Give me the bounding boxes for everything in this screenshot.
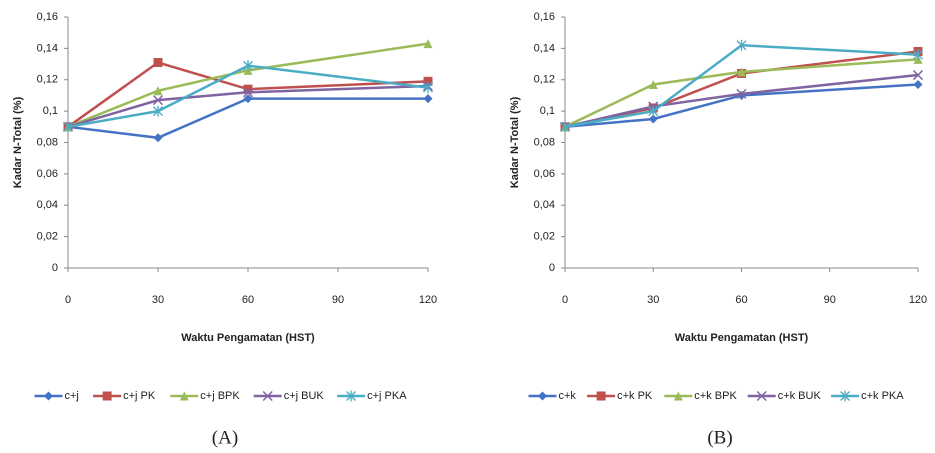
y-tick-label: 0,04 xyxy=(534,199,555,211)
marker xyxy=(243,94,253,104)
marker xyxy=(560,121,570,133)
series-line xyxy=(564,43,919,129)
marker xyxy=(179,391,189,401)
y-tick-label: 0,02 xyxy=(37,231,58,243)
legend-label: c+k PK xyxy=(617,390,653,402)
marker xyxy=(243,84,253,94)
y-tick-label: 0,16 xyxy=(534,11,555,23)
marker xyxy=(913,79,923,89)
marker xyxy=(346,390,357,402)
marker xyxy=(648,114,658,124)
y-tick-label: 0,1 xyxy=(540,105,555,117)
marker xyxy=(736,39,747,51)
marker xyxy=(44,391,53,401)
marker xyxy=(153,86,163,96)
legend-label: c+j BPK xyxy=(200,390,240,402)
y-axis-label: Kadar N-Total (%) xyxy=(509,96,521,188)
legend-label: c+j xyxy=(65,390,79,402)
x-tick-label: 120 xyxy=(909,294,927,306)
marker xyxy=(737,67,746,77)
x-axis-label: Waktu Pengamatan (HST) xyxy=(181,332,315,344)
legend-label: c+k PKA xyxy=(861,390,904,402)
marker xyxy=(912,70,924,81)
y-tick-label: 0,08 xyxy=(37,136,58,148)
legend-label: c+k BUK xyxy=(778,390,822,402)
marker xyxy=(152,95,164,106)
marker xyxy=(423,76,433,86)
y-tick-label: 0 xyxy=(549,262,555,274)
marker xyxy=(538,391,547,401)
series-line xyxy=(67,64,429,129)
x-tick-label: 0 xyxy=(562,294,568,306)
y-tick-label: 0,12 xyxy=(37,74,58,86)
x-tick-label: 30 xyxy=(647,294,659,306)
series-line xyxy=(67,97,428,140)
legend-label: c+k xyxy=(559,390,577,402)
legend-label: c+j BUK xyxy=(284,390,325,402)
marker xyxy=(242,87,254,98)
marker xyxy=(63,121,73,133)
legend-label: c+k BPK xyxy=(694,390,737,402)
marker xyxy=(648,79,658,89)
marker xyxy=(913,49,923,61)
y-tick-label: 0,14 xyxy=(37,42,58,54)
x-tick-label: 120 xyxy=(419,294,437,306)
y-tick-label: 0,06 xyxy=(534,168,555,180)
marker xyxy=(596,391,606,401)
x-tick-label: 30 xyxy=(152,294,164,306)
marker xyxy=(423,94,433,104)
marker xyxy=(736,88,747,99)
marker xyxy=(243,60,253,72)
marker xyxy=(153,133,163,143)
y-tick-label: 0,16 xyxy=(37,11,58,23)
marker xyxy=(756,390,767,402)
marker xyxy=(262,390,273,402)
y-tick-label: 0,06 xyxy=(37,168,58,180)
x-tick-label: 90 xyxy=(824,294,836,306)
x-tick-label: 90 xyxy=(332,294,344,306)
x-tick-label: 60 xyxy=(735,294,747,306)
marker xyxy=(648,105,659,117)
y-tick-label: 0,1 xyxy=(43,105,58,117)
marker xyxy=(153,57,163,67)
marker xyxy=(102,391,112,401)
caption: (A) xyxy=(212,427,238,448)
y-tick-label: 0,08 xyxy=(534,136,555,148)
x-axis-label: Waktu Pengamatan (HST) xyxy=(675,332,809,344)
y-tick-label: 0,12 xyxy=(534,74,555,86)
y-tick-label: 0,04 xyxy=(37,199,58,211)
series-line xyxy=(67,42,429,128)
y-axis-label: Kadar N-Total (%) xyxy=(12,96,24,188)
series-line xyxy=(564,83,919,129)
legend-label: c+j PK xyxy=(123,390,156,402)
y-tick-label: 0,14 xyxy=(534,42,555,54)
marker xyxy=(423,39,433,49)
marker xyxy=(840,390,851,402)
caption: (B) xyxy=(707,427,732,448)
legend-label: c+j PKA xyxy=(367,390,407,402)
marker xyxy=(153,105,163,117)
series-line xyxy=(564,73,919,129)
marker xyxy=(673,391,683,401)
series-line xyxy=(67,61,429,128)
y-tick-label: 0 xyxy=(52,262,58,274)
x-tick-label: 60 xyxy=(242,294,254,306)
series-line xyxy=(67,84,429,129)
y-tick-label: 0,02 xyxy=(534,231,555,243)
x-tick-label: 0 xyxy=(65,294,71,306)
marker xyxy=(423,82,433,94)
